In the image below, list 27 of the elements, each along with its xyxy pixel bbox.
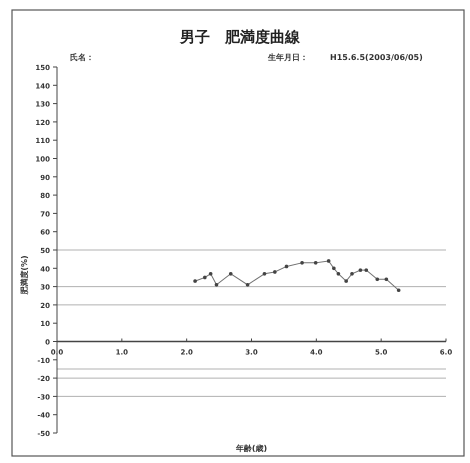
point: [300, 261, 304, 265]
point: [396, 288, 400, 292]
point: [208, 272, 212, 276]
x-axis-title: 年齢(歳): [234, 444, 268, 453]
point: [246, 282, 250, 287]
point: [273, 270, 277, 274]
point: [228, 272, 233, 276]
point: [284, 264, 288, 268]
text: H15.6.5(2003/06/05): [330, 53, 423, 62]
point: [336, 272, 340, 276]
text: 生年月日：: [267, 53, 308, 62]
point: [358, 268, 362, 272]
point: [314, 261, 318, 265]
point: [332, 266, 336, 270]
point: [344, 279, 348, 283]
y-axis-title: 肥満度(%): [19, 255, 29, 296]
point: [364, 268, 368, 272]
point: [326, 259, 330, 263]
point: [193, 279, 197, 283]
text: 氏名：: [70, 53, 94, 62]
point: [214, 282, 218, 287]
point: [203, 276, 207, 280]
chart-title: 男子 肥満度曲線: [179, 28, 301, 46]
point: [375, 277, 380, 282]
point: [384, 277, 388, 282]
point: [350, 272, 354, 276]
point: [262, 272, 266, 276]
